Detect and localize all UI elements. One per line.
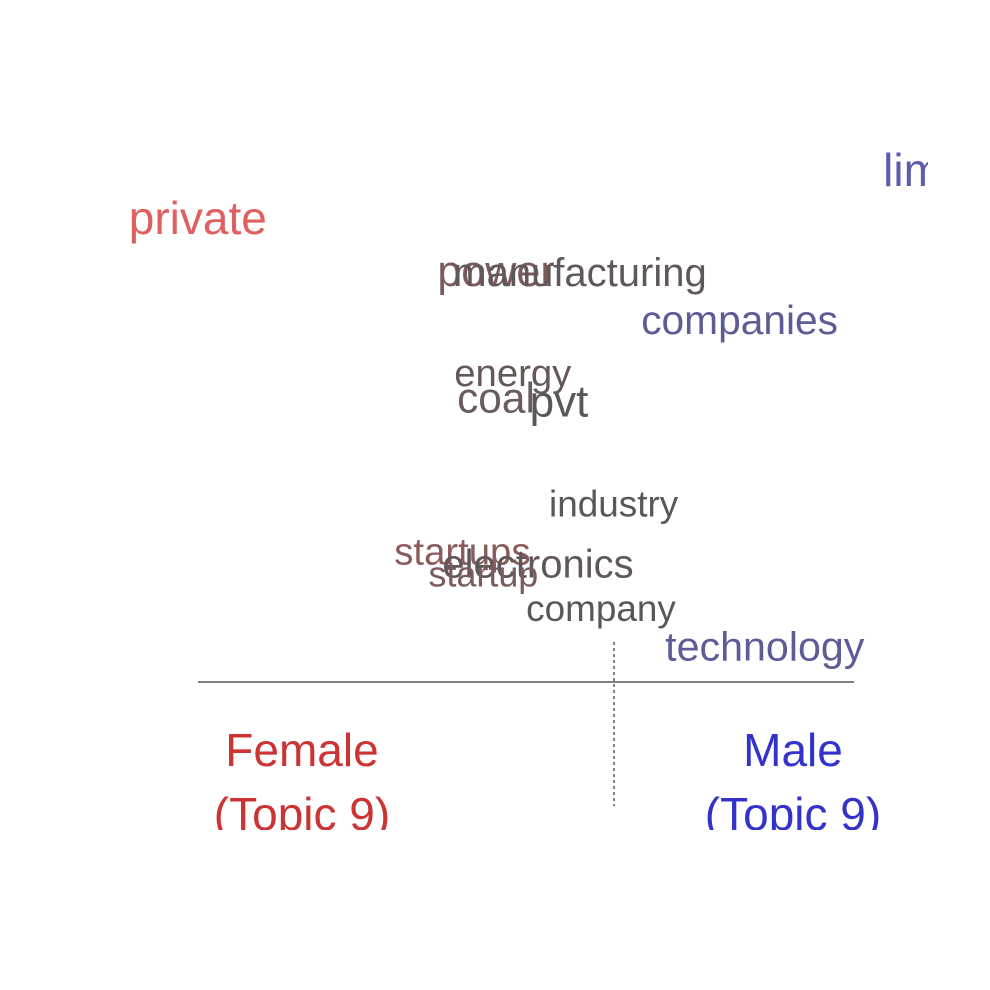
word-companies: companies — [641, 297, 838, 343]
word-startups: startups — [394, 531, 530, 574]
group-labels: Female (Topic 9) Male (Topic 9) — [214, 724, 881, 840]
word-startup: startup — [429, 554, 539, 594]
female-sublabel: (Topic 9) — [214, 788, 390, 840]
word-pvt: pvt — [530, 378, 589, 427]
word-power: power — [437, 248, 554, 296]
male-label: Male — [743, 724, 843, 776]
word-electronics: electronics — [442, 543, 633, 587]
word-company: company — [526, 588, 676, 629]
female-label: Female — [225, 724, 378, 776]
word-limited: limited — [883, 144, 990, 196]
word-technology: technology — [665, 623, 865, 669]
word-coal: coal — [457, 374, 535, 421]
word-manufacturing: manufacturing — [453, 251, 706, 295]
words-layer: private limited powermanufacturingcompanie… — [129, 144, 990, 669]
word-industry: industry — [549, 484, 679, 525]
word-private: private — [129, 192, 267, 244]
male-sublabel: (Topic 9) — [705, 788, 881, 840]
word-energy: energy — [454, 352, 572, 395]
